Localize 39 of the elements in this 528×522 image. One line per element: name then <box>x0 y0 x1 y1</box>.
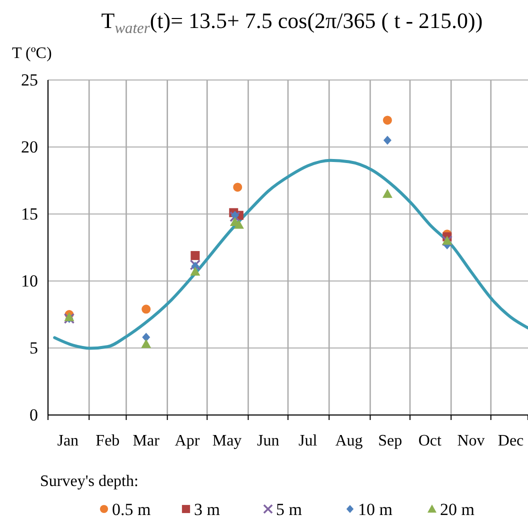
y-axis-title: T (ºC) <box>12 45 52 62</box>
y-tick-label: 20 <box>21 137 38 156</box>
y-tick-label: 10 <box>21 271 38 290</box>
x-tick-label: Nov <box>457 432 485 450</box>
point <box>190 251 200 260</box>
point <box>230 211 240 222</box>
y-tick-label: 0 <box>30 405 38 424</box>
x-tick-label: Dec <box>498 432 524 450</box>
legend-label: 3 m <box>194 500 220 519</box>
point <box>234 220 244 229</box>
point <box>233 182 242 192</box>
legend-label: 20 m <box>440 500 474 519</box>
x-tick-label: Feb <box>96 432 120 450</box>
point <box>230 210 239 220</box>
legend-title: Survey's depth: <box>40 473 138 490</box>
point <box>190 266 200 276</box>
point <box>383 136 392 145</box>
x-tick-label: Jul <box>298 432 318 450</box>
x-tick-label: Aug <box>335 432 363 450</box>
y-tick-label: 25 <box>21 70 38 90</box>
chart-title: T$_{water}$(t)= 13.5+ 7.5 cos(2π/365 ( t - 215.0)) <box>101 8 483 36</box>
point <box>382 188 392 198</box>
legend-label: 0.5 m <box>112 500 151 519</box>
point <box>382 116 392 125</box>
x-tick-label: Apr <box>174 432 200 450</box>
y-tick-label: 5 <box>30 338 38 358</box>
x-tick-label: May <box>212 432 242 450</box>
point <box>141 338 152 348</box>
legend-label: 5 m <box>276 500 302 519</box>
legend-label: 10 m <box>358 500 392 519</box>
y-tick-label: 15 <box>21 204 38 224</box>
point <box>142 304 151 314</box>
x-tick-label: Mar <box>132 432 160 450</box>
x-tick-label: Jan <box>57 432 79 450</box>
x-tick-label: Sep <box>378 432 402 450</box>
x-tick-label: Jun <box>256 432 280 450</box>
x-tick-label: Oct <box>418 432 442 450</box>
line-series <box>53 158 528 350</box>
point <box>142 332 150 342</box>
